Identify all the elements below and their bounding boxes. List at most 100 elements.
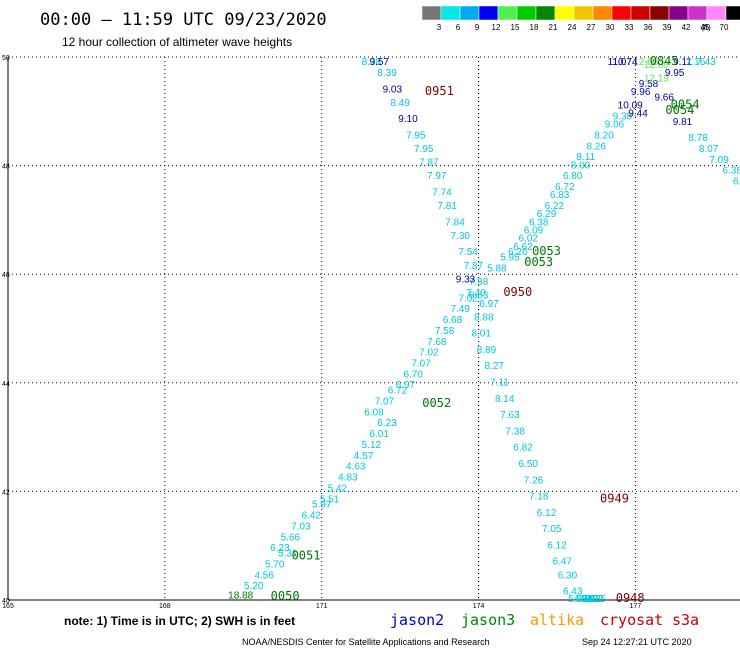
legend-swatch (516, 5, 537, 21)
legend-swatch (706, 5, 727, 21)
satellite-jason3: jason3 (461, 611, 515, 629)
y-tick-label: 44 (2, 381, 10, 388)
legend-swatch (649, 5, 670, 21)
wave-height-label: 8.39 (377, 68, 397, 79)
wave-height-label: 6.23 (270, 543, 290, 554)
wave-height-label: 6.47 (552, 557, 572, 568)
chart-title: 00:00 – 11:59 UTC 09/23/2020 (40, 10, 327, 30)
wave-height-label: 8.88 (474, 312, 494, 323)
legend-swatch (611, 5, 632, 21)
legend-label: 15 (511, 23, 520, 32)
wave-height-label: 6.38 (529, 217, 549, 228)
pass-time-label: 0950 (503, 285, 532, 299)
y-tick-label: 42 (2, 489, 10, 496)
pass-time-label: 0948 (616, 591, 645, 605)
wave-height-label: 10.74 (612, 57, 637, 68)
wave-height-label: 7.88 (469, 277, 489, 288)
wave-height-label: 8.38 (362, 57, 382, 68)
wave-height-label: 6.12 (537, 508, 557, 519)
wave-height-label: 9.38 (613, 111, 633, 122)
wave-height-label: 6.68 (443, 315, 463, 326)
legend-swatch (459, 5, 480, 21)
legend-swatch (535, 5, 556, 21)
wave-height-label: 6.72 (555, 182, 575, 193)
wave-height-label: 7.87 (464, 261, 484, 272)
wave-height-label: 5.62 (568, 594, 588, 605)
wave-height-label: 6.2 (733, 177, 740, 188)
plot-area: 165 168 171 174 177 40 42 44 46 48 50 18.885.204.56… (2, 54, 740, 610)
wave-height-label: 8.00 (571, 160, 591, 171)
wave-height-label: 8.78 (688, 133, 708, 144)
satellite-cryosat: cryosat (600, 611, 663, 629)
wave-height-label: 5.42 (328, 483, 348, 494)
legend-swatch (421, 5, 442, 21)
wave-height-label: 6.38 (722, 166, 740, 177)
wave-height-label: 6.02 (519, 234, 539, 245)
wave-height-label: 9.33 (456, 274, 476, 285)
wave-height-label: 3.93 (581, 594, 601, 605)
wave-height-label: 5.20 (244, 581, 264, 592)
wave-height-label: 7.63 (500, 410, 520, 421)
wave-height-label: 11.07 (608, 57, 633, 68)
wave-height-label: 5.95 (500, 253, 520, 264)
satellite-altika: altika (530, 611, 584, 629)
wave-height-label: 4.10 (579, 594, 599, 605)
satellite-legend: jason2 jason3 altika cryosat s3a (390, 611, 699, 629)
footnote: note: 1) Time is in UTC; 2) SWH is in fe… (64, 614, 295, 628)
wave-height-label: 8.63 (469, 291, 489, 302)
y-tick-label: 48 (2, 164, 10, 171)
wave-height-label: 4.83 (338, 473, 358, 484)
wave-height-label: 5.12 (362, 440, 382, 451)
x-tick-label: 165 (2, 603, 14, 610)
legend-label: 18 (530, 23, 539, 32)
legend-swatch (497, 5, 518, 21)
wave-height-label: 7.95 (406, 130, 426, 141)
legend-label: 24 (568, 23, 577, 32)
legend-label: 6 (456, 23, 461, 32)
wave-height-label: 9.66 (654, 92, 674, 103)
wave-height-label: 7.97 (427, 171, 447, 182)
wave-height-label: 6.50 (519, 459, 539, 470)
wave-height-label: 4.63 (346, 462, 366, 473)
wave-height-label: 6.43 (563, 587, 583, 598)
wave-height-label: 5.97 (312, 500, 332, 511)
wave-height-label: 7.07 (375, 397, 395, 408)
wave-height-label: 7.16 (686, 57, 706, 68)
x-tick-label: 174 (473, 603, 485, 610)
legend-label: 3 (437, 23, 442, 32)
wave-height-label: 7.05 (542, 524, 562, 535)
legend-label: 39 (663, 23, 672, 32)
pass-time-label: 0949 (600, 491, 629, 505)
wave-height-label: 8.49 (390, 98, 410, 109)
pass-time-label: 0050 (271, 589, 300, 603)
wave-height-label: 9.06 (605, 120, 625, 131)
wave-height-label: 9.11 (673, 57, 692, 68)
legend-label: 42 (682, 23, 691, 32)
wave-height-label: 6.83 (550, 190, 570, 201)
legend-label: 36 (644, 23, 653, 32)
wave-height-label: 9.57 (369, 57, 389, 68)
y-tick-label: 50 (2, 55, 10, 62)
wave-height-label: 7.03 (291, 521, 311, 532)
pass-time-label: 0054 (665, 103, 694, 117)
legend-swatch (668, 5, 689, 21)
wave-height-label: 5.31 (278, 549, 298, 560)
wave-height-label: 7.87 (419, 158, 439, 169)
wave-height-label: 8.01 (471, 329, 491, 340)
legend-swatch (554, 5, 575, 21)
wave-height-label: 5.70 (265, 559, 285, 570)
wave-height-label: 7.02 (419, 348, 439, 359)
legend-swatch (478, 5, 499, 21)
wave-height-label: 9.03 (383, 84, 403, 95)
wave-height-label: 7.30 (451, 231, 471, 242)
wave-height-label: 7.40 (466, 288, 486, 299)
pass-time-label: 0053 (524, 255, 553, 269)
wave-height-label: 9.95 (665, 68, 685, 79)
wave-height-label: 6.62 (513, 242, 533, 253)
wave-height-label: 8.27 (485, 361, 505, 372)
wave-height-label: 7.43 (696, 57, 716, 68)
legend-label: 9 (475, 23, 480, 32)
wave-height-label: 6.23 (377, 418, 397, 429)
wave-height-label: 12.19 (644, 73, 669, 84)
